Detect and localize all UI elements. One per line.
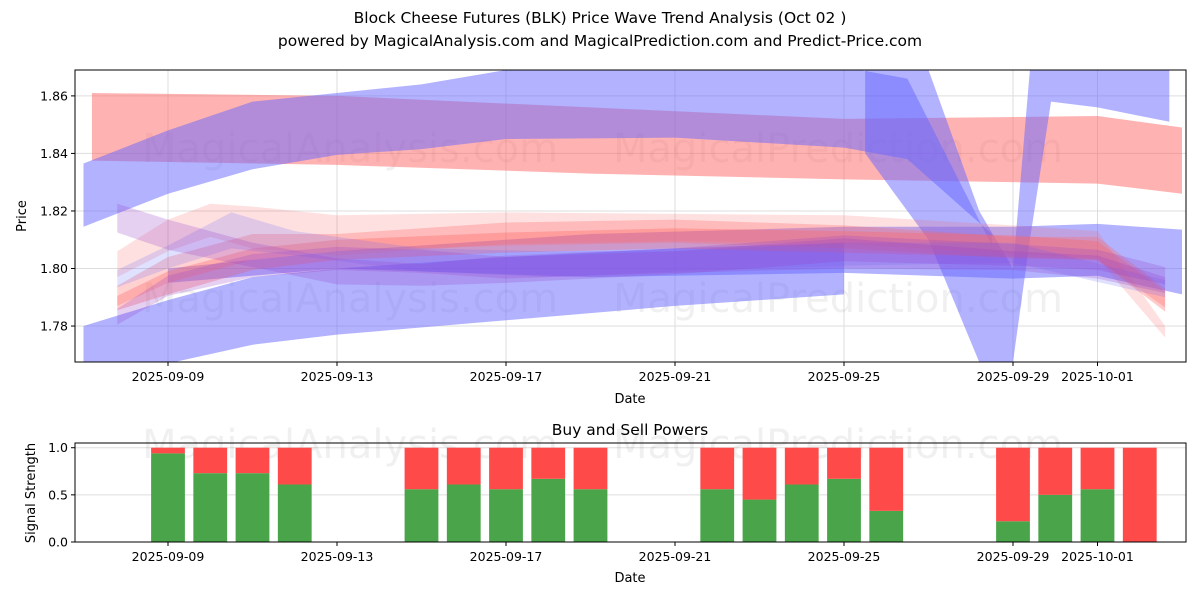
- buy-bar: [404, 489, 439, 542]
- signal-ylabel: Signal Strength: [24, 443, 39, 543]
- signal-xlabel: Date: [614, 571, 645, 586]
- signal-bars: [151, 447, 1157, 542]
- price-bands: [83, 70, 1183, 362]
- price-xtick-label: 2025-09-13: [301, 369, 374, 384]
- purple-mid-band-1: [117, 238, 1166, 325]
- signal-axes-frame: [74, 442, 1187, 543]
- sell-bar: [489, 447, 523, 490]
- sell-bar: [531, 447, 566, 479]
- signal-axis-ticks: 0.0 0.5 1.0 2025-09-09 2025-09-13 2025-09-17 2…: [48, 440, 1134, 564]
- red-light-band: [117, 203, 1166, 338]
- sell-bar: [869, 447, 904, 511]
- buy-bar: [277, 484, 312, 542]
- price-xtick-label: 2025-10-01: [1061, 369, 1134, 384]
- price-xtick-label: 2025-09-29: [977, 369, 1050, 384]
- sell-bar: [151, 447, 185, 454]
- red-mid-band-1: [117, 228, 1166, 312]
- sell-bar: [235, 447, 270, 474]
- sell-bar: [827, 447, 861, 479]
- signal-xtick-label: 2025-09-29: [977, 549, 1050, 564]
- price-ylabel: Price: [15, 200, 30, 232]
- buy-bar: [1080, 489, 1115, 542]
- purple-mid-band-2: [117, 203, 1166, 286]
- signal-xtick-label: 2025-09-25: [808, 549, 881, 564]
- blue-top-band: [83, 70, 992, 246]
- sell-bar: [446, 447, 481, 485]
- price-xtick-label: 2025-09-21: [639, 369, 712, 384]
- chart-subtitle: powered by MagicalAnalysis.com and Magic…: [277, 32, 923, 50]
- price-xtick-label: 2025-09-09: [132, 369, 205, 384]
- buy-bar: [996, 521, 1030, 542]
- sell-bar: [404, 447, 439, 490]
- signal-title: Buy and Sell Powers: [552, 421, 709, 439]
- buy-bar: [193, 473, 228, 542]
- signal-ytick-label: 0.0: [48, 535, 68, 550]
- sell-bar: [1080, 447, 1115, 490]
- price-ytick-label: 1.86: [40, 88, 68, 103]
- signal-xtick-label: 2025-09-21: [639, 549, 712, 564]
- buy-bar: [489, 489, 523, 542]
- buy-bar: [573, 489, 608, 542]
- sell-bar: [1038, 447, 1073, 495]
- price-axis-ticks: 1.78 1.80 1.82 1.84 1.86 2025-09-09 2025-09-13…: [40, 88, 1134, 384]
- price-ytick-label: 1.82: [40, 203, 68, 218]
- blue-low-band: [83, 242, 844, 362]
- sell-bar: [700, 447, 735, 490]
- signal-ytick-label: 0.5: [48, 487, 68, 502]
- sell-bar: [573, 447, 608, 490]
- sell-bar: [996, 447, 1030, 522]
- price-ytick-label: 1.84: [40, 146, 68, 161]
- signal-xtick-label: 2025-09-17: [470, 549, 543, 564]
- buy-bar: [742, 499, 777, 542]
- price-ytick-label: 1.80: [40, 261, 68, 276]
- signal-xtick-label: 2025-09-13: [301, 549, 374, 564]
- signal-xtick-label: 2025-09-09: [132, 549, 205, 564]
- sell-bar: [193, 447, 228, 474]
- signal-ytick-label: 1.0: [48, 440, 68, 455]
- buy-bar: [827, 478, 861, 542]
- watermarks-bottom: MagicalAnalysis.com MagicalPrediction.com: [142, 422, 1063, 468]
- buy-bar: [784, 484, 819, 542]
- buy-bar: [869, 510, 904, 542]
- price-xtick-label: 2025-09-25: [808, 369, 881, 384]
- buy-bar: [700, 489, 735, 542]
- blue-light-band: [117, 212, 1166, 298]
- sell-bar: [1122, 447, 1157, 542]
- buy-bar: [531, 478, 566, 542]
- price-axes-frame: [74, 69, 1187, 363]
- sell-bar: [784, 447, 819, 485]
- chart-title: Block Cheese Futures (BLK) Price Wave Tr…: [353, 9, 847, 27]
- signal-xtick-label: 2025-10-01: [1061, 549, 1134, 564]
- price-xlabel: Date: [614, 392, 645, 407]
- price-ytick-label: 1.78: [40, 319, 68, 334]
- sell-bar: [277, 447, 312, 485]
- buy-bar: [1038, 494, 1073, 542]
- buy-bar: [151, 453, 185, 542]
- red-mid-band-2: [117, 219, 1166, 308]
- blue-v-band: [865, 70, 1170, 362]
- sell-bar: [742, 447, 777, 500]
- buy-bar: [446, 484, 481, 542]
- buy-bar: [235, 473, 270, 542]
- price-xtick-label: 2025-09-17: [470, 369, 543, 384]
